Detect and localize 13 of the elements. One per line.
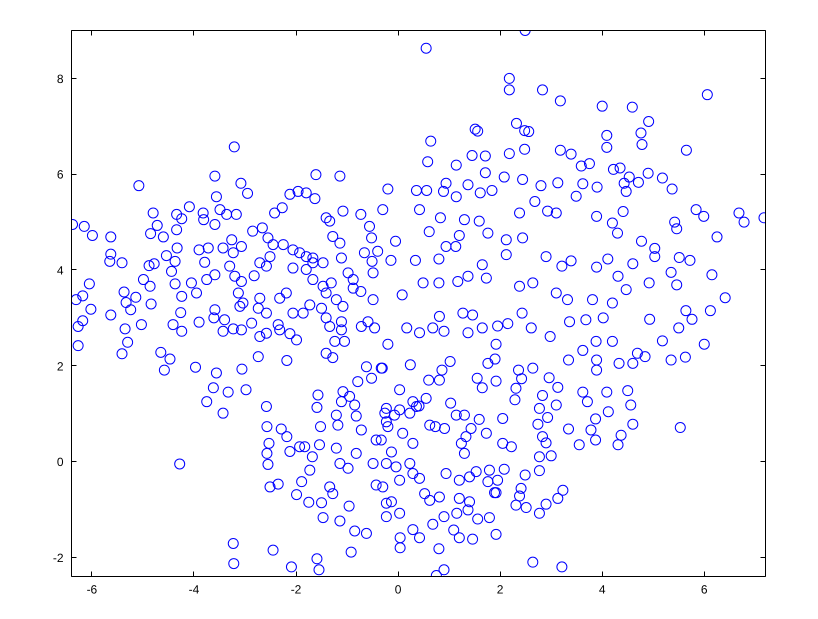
y-tick-label: 0	[56, 455, 64, 470]
x-tick-label: -2	[290, 582, 302, 596]
x-tick-label: -6	[86, 582, 98, 596]
x-tick-label: 6	[700, 582, 708, 596]
x-tick-label: 4	[598, 582, 606, 596]
x-tick-label: -4	[188, 582, 200, 596]
x-tick-label: 0	[394, 582, 402, 596]
y-tick-label: 2	[56, 359, 64, 374]
y-tick-label: 6	[56, 168, 64, 182]
y-tick-label: 8	[56, 72, 64, 86]
y-tick-label: 4	[56, 263, 64, 278]
x-tick-label: 2	[496, 582, 504, 596]
y-tick-label: -2	[52, 550, 64, 565]
